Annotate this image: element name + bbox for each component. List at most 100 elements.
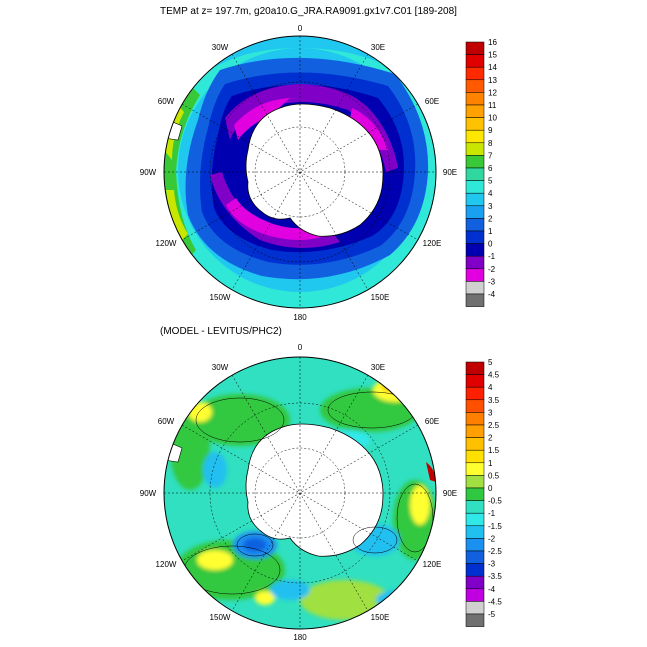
top-colorbar-swatch — [465, 66, 485, 81]
bottom-colorbar-swatch — [465, 512, 485, 527]
bottom-lon-label: 30E — [371, 363, 385, 372]
bottom-colorbar-label: -2 — [488, 534, 496, 543]
top-lon-label: 90W — [140, 168, 157, 177]
top-colorbar-swatch — [465, 142, 485, 156]
bottom-colorbar-label: -5 — [488, 610, 496, 619]
bottom-panel-title: (MODEL - LEVITUS/PHC2) — [160, 326, 282, 337]
top-longitude-labels: 0 30E 60E 90E 120E 150E 180 150W 120W 90… — [140, 24, 457, 322]
top-colorbar-swatch — [465, 230, 485, 244]
bottom-colorbar-label: 2 — [488, 434, 493, 443]
bottom-colorbar-label: -1 — [488, 509, 496, 518]
top-colorbar-swatch — [465, 180, 485, 194]
top-colorbar-swatch — [465, 104, 485, 118]
top-colorbar-label: 13 — [488, 76, 497, 85]
bottom-colorbar-swatch — [465, 462, 485, 476]
top-lon-label: 0 — [298, 24, 303, 33]
top-colorbar-swatch — [465, 281, 485, 295]
bottom-difference-map — [164, 357, 436, 629]
bottom-lon-label: 60W — [158, 417, 175, 426]
bottom-lon-label: 0 — [298, 343, 303, 352]
top-colorbar-label: 15 — [488, 51, 497, 60]
bottom-colorbar: 5 4.5 4 3.5 3 2.5 2 1.5 1 0.5 0 -0.5 -1 -1.5 -2 -2.5 -3 -… — [465, 358, 502, 627]
top-lon-label: 60W — [158, 97, 175, 106]
top-colorbar-swatch — [465, 293, 485, 307]
bottom-colorbar-swatch — [465, 437, 485, 451]
bottom-colorbar-swatch — [465, 525, 485, 539]
bottom-colorbar-swatch — [465, 361, 485, 375]
top-colorbar-label: 1 — [488, 227, 493, 236]
top-colorbar-swatch — [465, 167, 485, 181]
bottom-lon-label: 30W — [212, 363, 229, 372]
top-colorbar-label: -1 — [488, 252, 496, 261]
bottom-lon-label: 60E — [425, 417, 439, 426]
top-map-boundary — [163, 35, 437, 309]
top-colorbar-label: 7 — [488, 151, 493, 160]
top-colorbar-swatch — [465, 41, 485, 55]
bottom-lon-label: 150W — [210, 613, 231, 622]
top-colorbar-swatch — [465, 117, 485, 131]
bottom-colorbar-label: 5 — [488, 358, 493, 367]
top-colorbar-label: 3 — [488, 202, 493, 211]
bottom-lon-label: 90W — [140, 489, 157, 498]
top-panel-title: TEMP at z= 197.7m, g20a10.G_JRA.RA9091.g… — [160, 6, 457, 17]
top-lon-label: 30E — [371, 43, 385, 52]
bottom-longitude-labels: 0 30E 60E 90E 120E 150E 180 150W 120W 90… — [140, 343, 457, 642]
bottom-colorbar-label: 0.5 — [488, 471, 500, 480]
top-colorbar-swatch — [465, 79, 485, 93]
top-colorbar-label: 9 — [488, 126, 493, 135]
top-colorbar-label: -4 — [488, 290, 496, 299]
bottom-colorbar-swatch — [465, 575, 485, 590]
top-colorbar-swatch — [465, 155, 485, 169]
top-colorbar-label: 11 — [488, 101, 497, 110]
bottom-colorbar-label: 1.5 — [488, 446, 500, 455]
top-colorbar-label: 6 — [488, 164, 493, 173]
top-colorbar-label: 10 — [488, 114, 497, 123]
bottom-colorbar-label: 4 — [488, 383, 493, 392]
top-lon-label: 90E — [443, 168, 457, 177]
bottom-colorbar-label: -1.5 — [488, 522, 502, 531]
top-colorbar-swatch — [465, 255, 485, 270]
top-colorbar-swatch — [465, 92, 485, 106]
bottom-colorbar-label: 3.5 — [488, 396, 500, 405]
top-colorbar-label: -3 — [488, 277, 496, 286]
bottom-colorbar-swatch — [465, 563, 485, 577]
top-lon-label: 120W — [156, 239, 177, 248]
bottom-colorbar-swatch — [465, 588, 485, 602]
bottom-colorbar-swatch — [465, 550, 485, 564]
top-lon-label: 60E — [425, 97, 439, 106]
top-colorbar-swatch — [465, 54, 485, 68]
bottom-colorbar-label: -4.5 — [488, 597, 502, 606]
bottom-map-boundary — [163, 356, 437, 630]
bottom-colorbar-swatch — [465, 538, 485, 552]
bottom-colorbar-swatch — [465, 424, 485, 438]
bottom-colorbar-swatch — [465, 500, 485, 514]
top-lon-label: 150E — [371, 293, 390, 302]
bottom-colorbar-swatch — [465, 399, 485, 413]
top-colorbar-label: 0 — [488, 240, 493, 249]
bottom-colorbar-label: 2.5 — [488, 421, 500, 430]
bottom-lon-label: 90E — [443, 489, 457, 498]
top-lon-label: 30W — [212, 43, 229, 52]
top-lon-label: 150W — [210, 293, 231, 302]
bottom-colorbar-label: 1 — [488, 459, 493, 468]
bottom-colorbar-label: -2.5 — [488, 547, 502, 556]
bottom-colorbar-label: -3.5 — [488, 572, 502, 581]
top-temperature-map — [164, 36, 436, 308]
bottom-colorbar-label: 4.5 — [488, 371, 500, 380]
top-colorbar-swatch — [465, 218, 485, 232]
bottom-lon-label: 120W — [156, 560, 177, 569]
top-colorbar-label: 16 — [488, 38, 497, 47]
top-colorbar-label: 12 — [488, 88, 497, 97]
top-colorbar-swatch — [465, 205, 485, 219]
bottom-colorbar-label: 3 — [488, 408, 493, 417]
bottom-colorbar-label: -3 — [488, 560, 496, 569]
top-colorbar-swatch — [465, 129, 485, 144]
bottom-colorbar-label: 0 — [488, 484, 493, 493]
bottom-lon-label: 150E — [371, 613, 390, 622]
bottom-lon-label: 180 — [293, 633, 307, 642]
top-colorbar-swatch — [465, 243, 485, 257]
top-colorbar-label: 8 — [488, 139, 493, 148]
